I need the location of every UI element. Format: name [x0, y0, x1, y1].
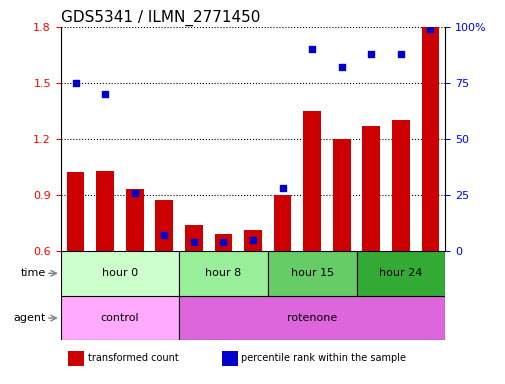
Text: hour 0: hour 0 [102, 268, 138, 278]
Bar [332, 139, 350, 251]
Text: GDS5341 / ILMN_2771450: GDS5341 / ILMN_2771450 [61, 9, 260, 25]
FancyBboxPatch shape [179, 251, 267, 296]
Point [278, 185, 286, 191]
Text: rotenone: rotenone [286, 313, 337, 323]
Text: time: time [21, 268, 46, 278]
Bar [421, 27, 438, 251]
FancyBboxPatch shape [179, 296, 444, 341]
Point [248, 237, 257, 243]
Point [367, 51, 375, 57]
FancyBboxPatch shape [267, 251, 356, 296]
Point [396, 51, 404, 57]
Bar [222, 351, 237, 366]
Bar [126, 189, 143, 251]
Point [160, 232, 168, 238]
Bar [273, 195, 291, 251]
Text: hour 15: hour 15 [290, 268, 333, 278]
Point [71, 80, 79, 86]
Point [130, 190, 138, 196]
Point [426, 26, 434, 32]
FancyBboxPatch shape [61, 251, 179, 296]
Bar [185, 225, 203, 251]
Bar [67, 172, 84, 251]
Text: hour 8: hour 8 [205, 268, 241, 278]
FancyBboxPatch shape [61, 296, 179, 341]
Point [189, 239, 197, 245]
Bar [302, 111, 320, 251]
Bar [214, 234, 232, 251]
Text: percentile rank within the sample: percentile rank within the sample [241, 353, 406, 363]
Point [337, 64, 345, 70]
Text: hour 24: hour 24 [378, 268, 422, 278]
Point [101, 91, 109, 97]
Text: transformed count: transformed count [87, 353, 178, 363]
Bar [155, 200, 173, 251]
Text: control: control [100, 313, 139, 323]
Bar [96, 170, 114, 251]
Point [308, 46, 316, 52]
FancyBboxPatch shape [356, 251, 444, 296]
Text: agent: agent [14, 313, 46, 323]
Bar [243, 230, 262, 251]
Point [219, 239, 227, 245]
Bar [362, 126, 379, 251]
Bar [391, 120, 409, 251]
Bar [68, 351, 84, 366]
